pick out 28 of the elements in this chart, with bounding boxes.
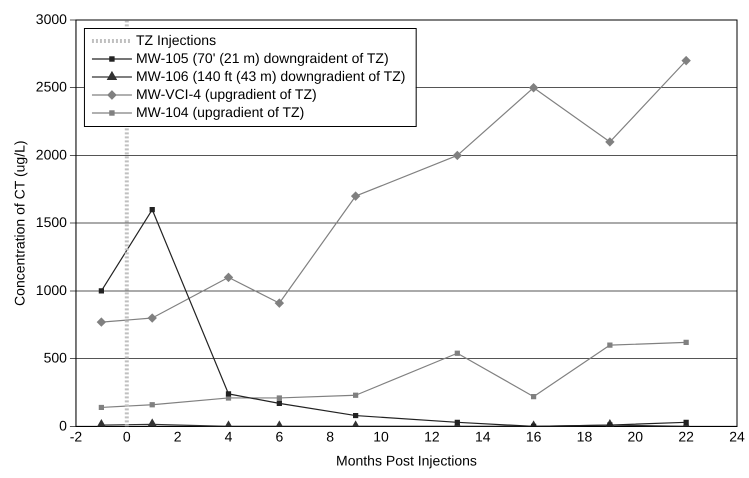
x-tick-label: 8 bbox=[326, 428, 334, 445]
y-tick-label: 1000 bbox=[36, 282, 68, 298]
x-tick-label: -2 bbox=[70, 428, 82, 445]
legend-label: MW-105 (70' (21 m) downgraident of TZ) bbox=[136, 50, 389, 66]
x-tick-label: 20 bbox=[628, 428, 644, 445]
legend-label: MW-104 (upgradient of TZ) bbox=[136, 104, 304, 120]
x-tick-label: 12 bbox=[424, 428, 440, 445]
y-tick-label: 2000 bbox=[36, 146, 68, 162]
x-tick-label: 10 bbox=[373, 428, 390, 445]
legend-label: TZ Injections bbox=[136, 32, 216, 48]
x-tick-label: 18 bbox=[576, 428, 592, 445]
x-tick-label: 2 bbox=[174, 428, 182, 445]
x-tick-label: 14 bbox=[474, 428, 491, 445]
y-tick-label: 3000 bbox=[36, 10, 68, 27]
x-tick-label: 0 bbox=[122, 428, 131, 445]
y-tick-label: 0 bbox=[59, 417, 68, 434]
legend-label: MW-106 (140 ft (43 m) downgradient of TZ) bbox=[136, 68, 406, 84]
x-tick-label: 6 bbox=[275, 428, 284, 445]
x-tick-label: 24 bbox=[729, 428, 745, 445]
y-tick-label: 2500 bbox=[36, 78, 68, 95]
x-axis-title: Months Post Injections bbox=[336, 452, 477, 468]
y-tick-label: 500 bbox=[44, 350, 68, 366]
x-tick-label: 4 bbox=[224, 428, 233, 445]
legend-label: MW-VCI-4 (upgradient of TZ) bbox=[136, 86, 317, 102]
x-tick-label: 16 bbox=[526, 428, 542, 445]
y-tick-label: 1500 bbox=[36, 214, 68, 230]
x-tick-label: 22 bbox=[678, 428, 694, 445]
y-axis-title: Concentration of CT (ug/L) bbox=[11, 140, 28, 306]
